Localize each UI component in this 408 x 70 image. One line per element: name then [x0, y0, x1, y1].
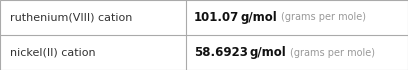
Text: nickel(II) cation: nickel(II) cation	[10, 48, 95, 57]
Text: g/mol: g/mol	[240, 11, 277, 24]
Text: g/mol: g/mol	[249, 46, 286, 59]
Text: 58.6923: 58.6923	[194, 46, 248, 59]
Text: ruthenium(VIII) cation: ruthenium(VIII) cation	[10, 13, 132, 22]
Text: (grams per mole): (grams per mole)	[290, 48, 375, 57]
Text: 101.07: 101.07	[194, 11, 239, 24]
Text: (grams per mole): (grams per mole)	[281, 13, 366, 22]
